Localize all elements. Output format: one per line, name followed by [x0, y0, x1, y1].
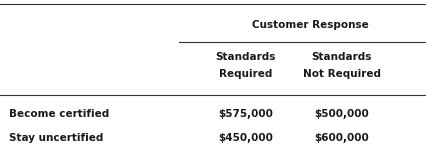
- Text: Not Required: Not Required: [302, 69, 380, 79]
- Text: $600,000: $600,000: [314, 133, 368, 143]
- Text: Customer Response: Customer Response: [252, 20, 368, 30]
- Text: $500,000: $500,000: [314, 109, 368, 119]
- Text: $450,000: $450,000: [218, 133, 272, 143]
- Text: Standards: Standards: [311, 52, 371, 62]
- Text: Required: Required: [218, 69, 272, 79]
- Text: $575,000: $575,000: [218, 109, 272, 119]
- Text: Stay uncertified: Stay uncertified: [9, 133, 103, 143]
- Text: Standards: Standards: [215, 52, 275, 62]
- Text: Become certified: Become certified: [9, 109, 109, 119]
